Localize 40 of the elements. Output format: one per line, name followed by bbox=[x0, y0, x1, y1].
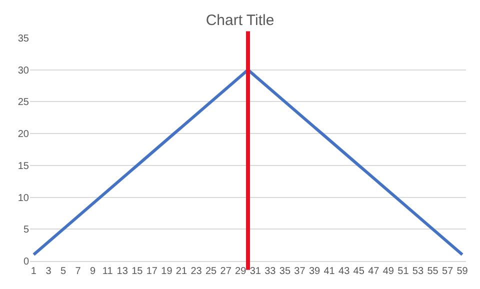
x-tick-label: 43 bbox=[338, 266, 350, 277]
y-tick-label: 35 bbox=[18, 34, 30, 44]
x-tick-label: 15 bbox=[132, 266, 144, 277]
x-tick-label: 47 bbox=[368, 266, 380, 277]
x-tick-label: 25 bbox=[205, 266, 218, 277]
x-tick-label: 59 bbox=[456, 266, 468, 277]
y-tick-label: 10 bbox=[18, 192, 30, 204]
x-tick-label: 1 bbox=[30, 266, 37, 277]
line-series bbox=[32, 68, 464, 256]
x-tick-label: 9 bbox=[90, 266, 96, 277]
x-tick-label: 49 bbox=[382, 266, 394, 277]
chart-title: Chart Title bbox=[206, 12, 274, 29]
x-tick-label: 39 bbox=[308, 266, 321, 277]
x-tick-label: 13 bbox=[116, 266, 128, 277]
x-tick-label: 35 bbox=[279, 266, 291, 277]
x-tick-label: 11 bbox=[102, 266, 114, 277]
y-tick-label: 15 bbox=[18, 160, 30, 172]
x-tick-label: 53 bbox=[412, 266, 424, 277]
x-tick-label: 23 bbox=[190, 266, 202, 277]
y-tick-label: 20 bbox=[18, 129, 30, 140]
x-tick-label: 17 bbox=[146, 266, 158, 277]
x-tick-label: 33 bbox=[264, 266, 276, 277]
x-tick-label: 37 bbox=[294, 266, 306, 277]
y-tick-label: 5 bbox=[23, 224, 30, 236]
y-tick-label: 25 bbox=[18, 97, 30, 108]
x-tick-label: 21 bbox=[176, 266, 188, 277]
x-tick-label: 55 bbox=[427, 266, 439, 277]
x-tick-label: 7 bbox=[75, 266, 82, 277]
x-tick-label: 3 bbox=[46, 266, 52, 277]
x-tick-label: 45 bbox=[353, 266, 365, 277]
x-tick-label: 31 bbox=[250, 266, 262, 277]
x-tick-label: 19 bbox=[161, 266, 173, 277]
x-tick-label: 57 bbox=[442, 266, 454, 277]
x-tick-label: 41 bbox=[324, 266, 336, 277]
y-tick-label: 30 bbox=[18, 65, 30, 76]
x-tick-label: 51 bbox=[398, 266, 410, 277]
x-tick-label: 27 bbox=[220, 266, 232, 277]
y-tick-label: 0 bbox=[23, 256, 30, 268]
x-tick-label: 29 bbox=[235, 266, 247, 277]
x-tick-label: 5 bbox=[60, 266, 66, 277]
